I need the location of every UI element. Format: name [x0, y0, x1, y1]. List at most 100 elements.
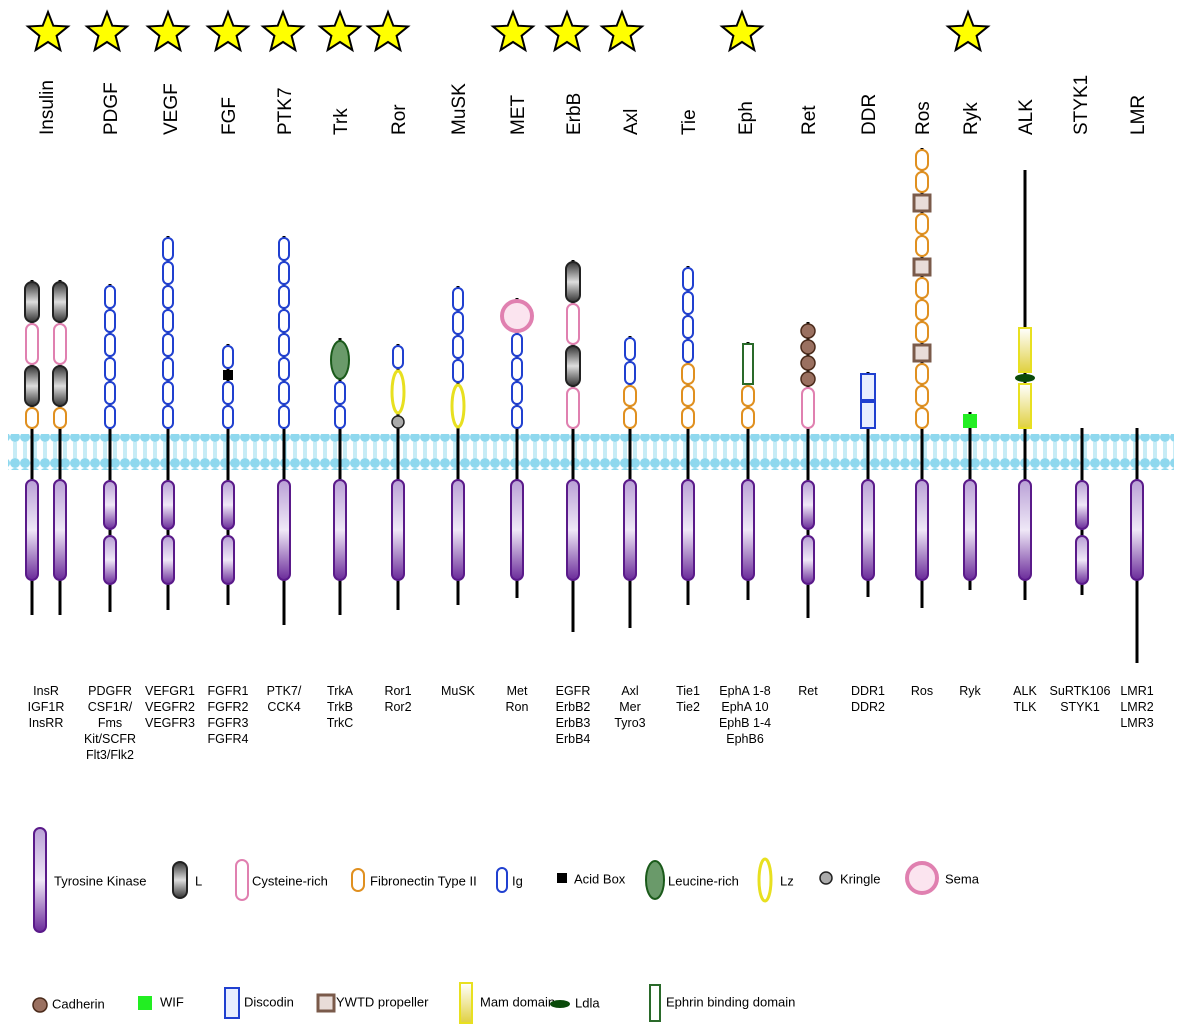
member: IGF1R [28, 700, 65, 714]
member: CSF1R/ [88, 700, 133, 714]
ig-domain [512, 406, 522, 428]
member: Ror2 [384, 700, 411, 714]
member: Fms [98, 716, 122, 730]
tk-domain [1131, 480, 1143, 580]
L-domain [566, 346, 580, 386]
L-domain [173, 862, 187, 898]
tk-domain [26, 480, 38, 580]
member: InsRR [29, 716, 64, 730]
ig-domain [223, 346, 233, 368]
tk-domain [964, 480, 976, 580]
legend-label: L [195, 873, 202, 888]
star [87, 12, 127, 50]
member: ErbB3 [556, 716, 591, 730]
cadherin [801, 340, 815, 354]
L-domain [25, 282, 39, 322]
ig-domain [105, 358, 115, 380]
family-name: Axl [621, 109, 642, 135]
cys-domain [26, 324, 38, 364]
mam-domain [460, 983, 472, 1023]
family-name: Tie [679, 109, 700, 135]
fn-domain [352, 869, 364, 891]
ig-domain [163, 262, 173, 284]
ig-domain [163, 238, 173, 260]
legend-label: Discodin [244, 994, 294, 1009]
fn-domain [682, 386, 694, 406]
ig-domain [163, 334, 173, 356]
star [148, 12, 188, 50]
leucine-rich [646, 861, 664, 899]
mam-domain [1019, 384, 1031, 428]
member: SuRTK106 [1050, 684, 1111, 698]
mam-domain [1019, 328, 1031, 372]
legend-label: Ldla [575, 995, 600, 1010]
ig-domain [279, 358, 289, 380]
family-name: Ryk [961, 102, 982, 135]
ig-domain [279, 286, 289, 308]
legend-label: YWTD propeller [336, 994, 429, 1009]
ig-domain [279, 262, 289, 284]
cys-domain [567, 304, 579, 344]
legend-label: Mam domain [480, 994, 555, 1009]
discoidin [225, 988, 239, 1018]
member: FGFR4 [208, 732, 249, 746]
tk-domain [452, 480, 464, 580]
wif [963, 414, 977, 428]
cadherin [801, 372, 815, 386]
ig-domain [625, 362, 635, 384]
tk-domain [1076, 536, 1088, 584]
ig-domain [163, 310, 173, 332]
member: PDGFR [88, 684, 132, 698]
ig-domain [497, 868, 507, 892]
member: FGFR2 [208, 700, 249, 714]
ywtd [914, 195, 930, 211]
tk-domain [916, 480, 928, 580]
ig-domain [512, 382, 522, 404]
ldla [1015, 374, 1035, 382]
rtk-diagram: InsulinInsRIGF1RInsRRPDGFPDGFRCSF1R/FmsK… [0, 0, 1180, 1031]
star [547, 12, 587, 50]
legend-label: Lz [780, 873, 794, 888]
tk-domain [511, 480, 523, 580]
tk-domain [222, 481, 234, 529]
labels: InsulinInsRIGF1RInsRRPDGFPDGFRCSF1R/FmsK… [28, 75, 1154, 762]
sema [907, 863, 937, 893]
tk-domain [802, 536, 814, 584]
tk-domain [222, 536, 234, 584]
acid-box [557, 873, 567, 883]
legend-label: Cadherin [52, 996, 105, 1011]
member: Ror1 [384, 684, 411, 698]
ig-domain [163, 286, 173, 308]
ig-domain [453, 312, 463, 334]
star [493, 12, 533, 50]
ephrin-binding [743, 344, 753, 384]
member: EphA 1-8 [719, 684, 770, 698]
legend-label: Leucine-rich [668, 873, 739, 888]
kringle [820, 872, 832, 884]
legend-label: Sema [945, 871, 980, 886]
ywtd [914, 345, 930, 361]
member: TLK [1014, 700, 1038, 714]
star [368, 12, 408, 50]
tk-domain [334, 480, 346, 580]
star [602, 12, 642, 50]
star [28, 12, 68, 50]
member: Met [507, 684, 528, 698]
family-name: Insulin [37, 80, 58, 135]
tk-domain [1019, 480, 1031, 580]
tk-domain [104, 536, 116, 584]
ig-domain [512, 334, 522, 356]
ig-domain [105, 286, 115, 308]
member: DDR1 [851, 684, 885, 698]
family-name: Ror [389, 104, 410, 135]
fn-domain [916, 172, 928, 192]
sema [502, 301, 532, 331]
member: EphB 1-4 [719, 716, 771, 730]
ywtd [914, 259, 930, 275]
ig-domain [625, 338, 635, 360]
member: EphA 10 [721, 700, 768, 714]
L-domain [566, 262, 580, 302]
fn-domain [742, 408, 754, 428]
family-name: ALK [1016, 99, 1037, 135]
tk-domain [278, 480, 290, 580]
